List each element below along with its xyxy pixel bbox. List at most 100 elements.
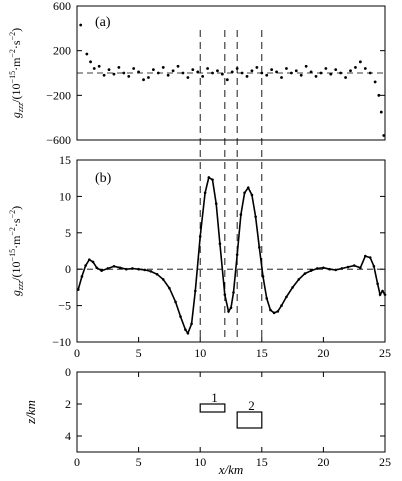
- panel-a-point: [379, 110, 383, 114]
- panel-c-xtick-label: 5: [136, 455, 142, 469]
- panel-a-point: [216, 69, 219, 73]
- panel-a-point: [265, 73, 269, 77]
- panel-b-point: [203, 191, 207, 195]
- panel-b-point: [211, 178, 214, 181]
- panel-b-point: [346, 265, 350, 269]
- panel-a-point: [122, 71, 126, 75]
- panel-b-xtick-label: 15: [256, 346, 268, 360]
- panel-b-point: [376, 282, 379, 286]
- panel-b-xtick-label: 20: [317, 346, 329, 360]
- panel-b-point: [261, 275, 265, 278]
- panel-a-point: [171, 69, 175, 73]
- panel-a-point: [196, 70, 200, 74]
- panel-a-point: [245, 74, 249, 78]
- panel-b-point: [368, 256, 372, 259]
- anomaly-body-1: [199, 403, 226, 413]
- panel-c-x-axis: 0 5 10 15 20 25: [74, 372, 391, 469]
- panel-a-point: [79, 23, 83, 27]
- panel-b-point: [95, 266, 99, 270]
- panel-a-point: [324, 67, 328, 70]
- panel-a-point: [329, 72, 333, 76]
- panel-a-point: [132, 67, 136, 70]
- panel-b-point: [340, 267, 344, 270]
- panel-b-point: [149, 270, 153, 273]
- panel-c-xtick-label: 20: [317, 455, 329, 469]
- panel-b-point: [334, 268, 338, 272]
- panel-a-ytick-label: 200: [53, 44, 71, 58]
- panel-a-point: [377, 93, 381, 97]
- panel-b-curve: [77, 176, 386, 336]
- panel-a-point: [230, 70, 234, 74]
- panel-b: 15 10 5 0 −5 −10 0 5 10 15 20 25 (b) gzzz/(10−15·m…: [8, 153, 391, 360]
- panel-b-y-axis: 15 10 5 0 −5 −10: [52, 153, 385, 349]
- panel-a-point: [339, 71, 343, 75]
- panel-b-point: [106, 267, 110, 270]
- panel-a-ytick-label: −600: [46, 133, 71, 147]
- panel-a-point: [85, 52, 89, 56]
- panel-b-point: [218, 242, 222, 246]
- panel-b-xtick-label: 25: [379, 346, 391, 360]
- panel-a-point: [225, 78, 229, 82]
- panel-c-ytick-label: 2: [65, 397, 71, 411]
- panel-a-point: [181, 71, 185, 75]
- panel-a-point: [289, 71, 293, 75]
- panel-c-frame: [76, 371, 386, 453]
- panel-b-point: [285, 295, 288, 299]
- panel-b-point: [352, 264, 356, 267]
- panel-a-point: [285, 67, 288, 70]
- panel-c-bodies: 12: [199, 390, 263, 429]
- panel-b-point: [359, 266, 362, 270]
- panel-a-point: [102, 73, 106, 77]
- panel-c-xlabel: x/km: [218, 462, 244, 477]
- panel-a-point: [201, 74, 205, 78]
- panel-b-point: [137, 267, 140, 271]
- panel-b-point: [383, 293, 387, 296]
- panel-a-point: [363, 67, 367, 70]
- panel-a-point: [156, 71, 160, 75]
- panel-b-point: [193, 289, 197, 293]
- panel-a-label: (a): [95, 15, 111, 30]
- panel-b-point: [229, 306, 233, 310]
- panel-b-ytick-label: 15: [59, 153, 71, 167]
- panel-b-point: [143, 268, 147, 272]
- panel-b-point: [112, 264, 116, 268]
- panel-b-ylabel-text: gzzz/(10−15·m−2·s−2): [8, 206, 25, 296]
- panel-a-point: [319, 71, 323, 75]
- panel-b-point: [179, 315, 182, 318]
- panel-b-point: [168, 286, 171, 290]
- panel-b-point: [243, 191, 246, 195]
- panel-b-point: [291, 286, 294, 289]
- panel-b-point: [207, 176, 211, 179]
- panel-a: 600 200 −200 −600 (a) gzzz/(10−15·m−2·s−2): [8, 0, 386, 147]
- panel-b-point: [227, 310, 230, 313]
- panel-b-point: [246, 186, 250, 189]
- panel-b-point: [381, 289, 384, 293]
- panel-a-point: [304, 64, 308, 68]
- panel-b-point: [322, 266, 325, 270]
- panel-c-xtick-label: 10: [194, 455, 206, 469]
- panel-b-point: [186, 331, 190, 335]
- panel-b-point: [269, 308, 272, 312]
- panel-b-point: [190, 322, 193, 326]
- panel-b-point: [297, 278, 301, 281]
- panel-b-point: [91, 260, 95, 264]
- panel-a-y-axis: 600 200 −200 −600: [46, 0, 385, 147]
- panel-a-point: [275, 70, 278, 74]
- panel-a-point: [161, 66, 165, 69]
- panel-b-point: [214, 202, 218, 205]
- panel-a-point: [112, 72, 116, 76]
- panel-b-point: [88, 258, 91, 262]
- panel-a-point: [97, 64, 101, 68]
- panel-b-ytick-label: 10: [59, 189, 71, 203]
- panel-b-points: [76, 176, 387, 335]
- panel-a-point: [89, 60, 92, 64]
- panel-b-point: [372, 264, 376, 268]
- panel-b-ytick-label: −10: [52, 335, 71, 349]
- panel-b-xtick-label: 10: [194, 346, 206, 360]
- panel-b-point: [124, 267, 128, 271]
- anomaly-body-label: 1: [211, 390, 218, 405]
- panel-c-ytick-label: 4: [65, 429, 71, 443]
- panel-a-point: [309, 70, 313, 74]
- panel-b-x-axis: 0 5 10 15 20 25: [74, 337, 391, 360]
